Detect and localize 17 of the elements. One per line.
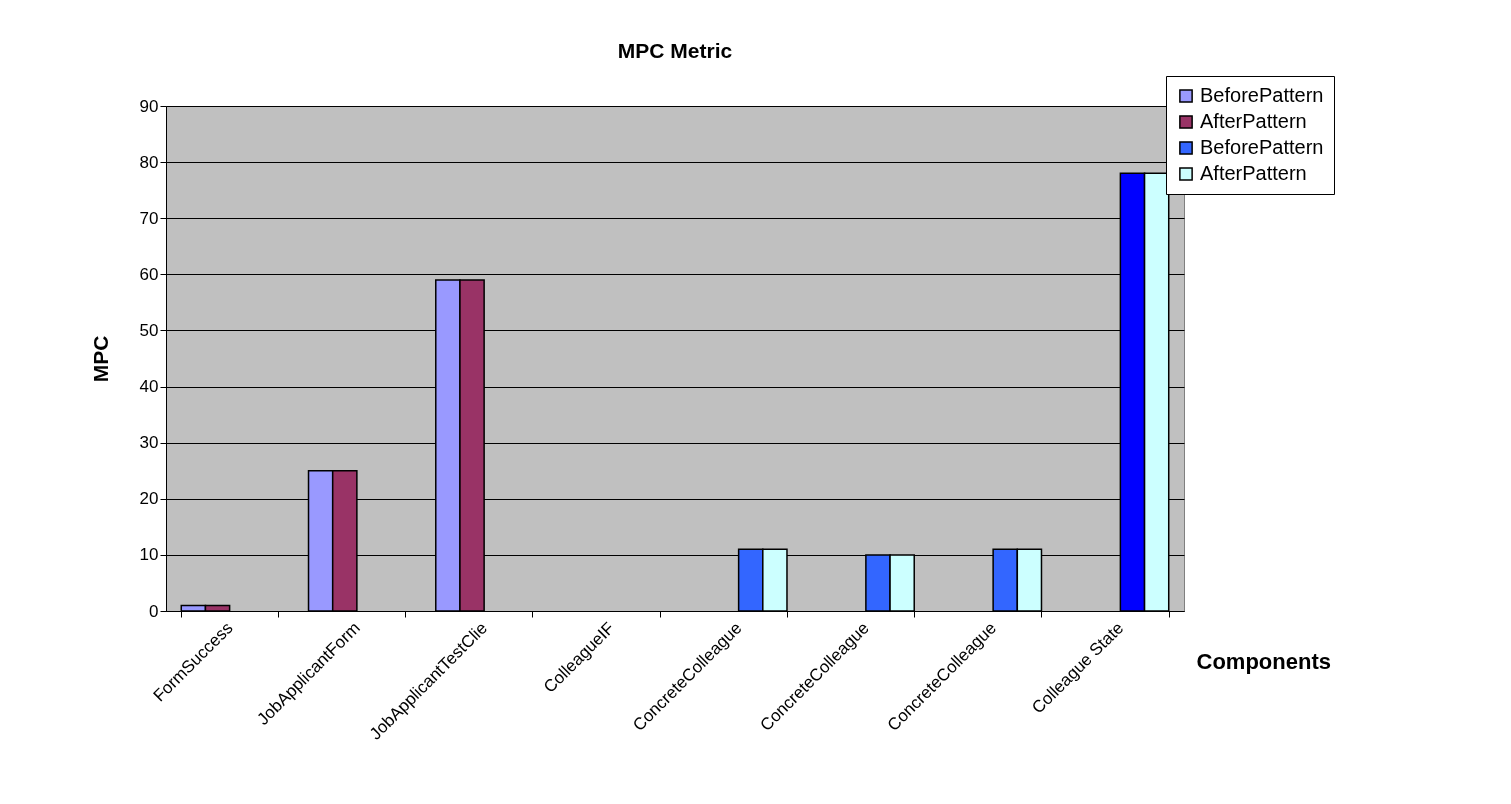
y-axis-title: MPC <box>88 335 112 383</box>
y-tick-label: 80 <box>139 152 159 172</box>
y-tick-label: 90 <box>139 96 159 116</box>
legend-label: AfterPattern <box>1200 162 1307 184</box>
y-tick-label: 70 <box>139 208 159 228</box>
chart-title: MPC Metric <box>617 38 733 62</box>
legend-label: BeforePattern <box>1200 136 1324 158</box>
y-tick-label: 10 <box>139 545 159 565</box>
y-tick-label: 60 <box>139 264 159 284</box>
y-tick-label: 20 <box>139 489 159 509</box>
y-tick-label: 30 <box>139 433 159 453</box>
y-tick-label: 40 <box>139 377 159 397</box>
y-tick-label: 50 <box>139 320 159 340</box>
y-tick-label: 0 <box>149 601 159 621</box>
legend-label: AfterPattern <box>1200 110 1307 132</box>
x-axis-title: Components <box>1196 648 1331 674</box>
legend-label: BeforePattern <box>1200 84 1324 106</box>
